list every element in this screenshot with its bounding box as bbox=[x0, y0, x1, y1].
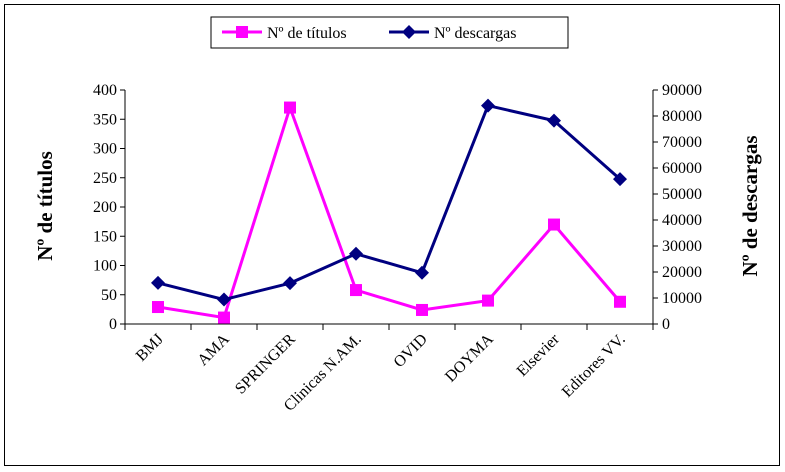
x-tick-label: SPRINGER bbox=[232, 331, 299, 398]
data-point-diamond bbox=[283, 276, 297, 291]
data-point-diamond bbox=[613, 172, 627, 187]
y-tick-label: 50 bbox=[101, 287, 117, 304]
y2-tick-label: 90000 bbox=[662, 82, 702, 99]
y2-tick-label: 0 bbox=[662, 316, 670, 333]
data-point-square bbox=[482, 294, 494, 307]
series-line-2 bbox=[157, 103, 621, 302]
series-line-1 bbox=[157, 102, 622, 320]
x-tick-label: OVID bbox=[391, 331, 431, 371]
x-tick-label: Elsevier bbox=[514, 330, 564, 380]
x-tick-label: BMJ bbox=[133, 331, 167, 365]
data-point-square bbox=[614, 295, 626, 308]
data-point-diamond bbox=[217, 292, 231, 307]
legend-entry-descargas: Nº descargas bbox=[389, 25, 516, 42]
data-point-square bbox=[416, 303, 428, 316]
legend-marker-titulos bbox=[236, 26, 248, 38]
data-point-diamond bbox=[547, 113, 561, 128]
legend-marker-descargas bbox=[402, 25, 416, 39]
y2-tick-label: 30000 bbox=[662, 238, 702, 255]
data-point-square bbox=[218, 311, 230, 324]
y2-tick-label: 40000 bbox=[662, 212, 702, 229]
y-tick-label: 300 bbox=[93, 141, 117, 158]
data-marks bbox=[151, 98, 627, 324]
x-tick-label: Editores VV. bbox=[559, 331, 629, 401]
y2-tick-label: 50000 bbox=[662, 186, 702, 203]
data-point-square bbox=[350, 284, 362, 297]
y2-tick-label: 80000 bbox=[662, 108, 702, 125]
y-tick-label: 0 bbox=[109, 316, 117, 333]
data-point-diamond bbox=[415, 265, 429, 280]
y-axis-title: Nº de títulos bbox=[33, 151, 57, 261]
data-point-square bbox=[284, 101, 296, 114]
y2-axis-title: Nº de descargas bbox=[738, 135, 762, 276]
legend-label-titulos: Nº de títulos bbox=[267, 25, 347, 42]
axes: 0 50 100 150 200 250 300 350 400 0 10000 20000 30000… bbox=[93, 82, 702, 415]
y-tick-label: 200 bbox=[93, 199, 117, 216]
y2-tick-label: 10000 bbox=[662, 290, 702, 307]
legend-entry-titulos: Nº de títulos bbox=[222, 25, 347, 42]
y-tick-label: 100 bbox=[93, 258, 117, 275]
y2-tick-label: 70000 bbox=[662, 134, 702, 151]
x-tick-label: DOYMA bbox=[442, 330, 497, 385]
y-tick-label: 150 bbox=[93, 228, 117, 245]
data-point-diamond bbox=[481, 98, 495, 113]
legend: Nº de títulos Nº descargas bbox=[210, 16, 569, 49]
chart-frame bbox=[4, 4, 780, 466]
y2-tick-label: 20000 bbox=[662, 264, 702, 281]
x-tick-label: AMA bbox=[194, 330, 233, 369]
y-tick-label: 250 bbox=[93, 170, 117, 187]
y2-tick-label: 60000 bbox=[662, 160, 702, 177]
data-point-diamond bbox=[349, 246, 363, 261]
data-point-square bbox=[152, 301, 164, 314]
data-point-diamond bbox=[151, 275, 165, 290]
data-point-square bbox=[548, 218, 560, 231]
y-tick-label: 350 bbox=[93, 111, 117, 128]
legend-label-descargas: Nº descargas bbox=[434, 25, 516, 42]
y-tick-label: 400 bbox=[93, 82, 117, 99]
